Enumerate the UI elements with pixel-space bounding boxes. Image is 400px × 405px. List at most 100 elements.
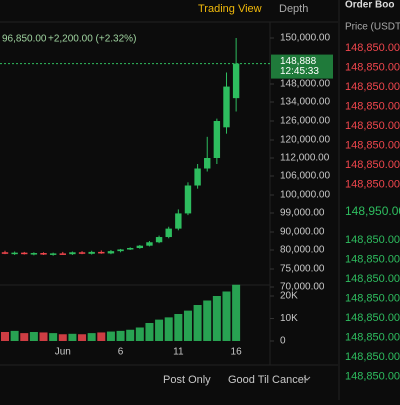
candle-body: [49, 253, 57, 255]
volume-bar: [106, 331, 115, 341]
volume-bar: [39, 332, 48, 341]
ask-price: 148,850.00: [345, 100, 400, 112]
volume-bar: [29, 332, 38, 341]
volume-bar: [20, 333, 29, 341]
volume-bar: [232, 284, 241, 341]
bid-price: 148,850.00: [345, 351, 400, 363]
candle-body: [78, 252, 86, 254]
candle-body: [107, 251, 115, 254]
candle-body: [213, 121, 221, 158]
candle-body: [69, 252, 76, 255]
candle-body: [223, 86, 230, 128]
volume-bar: [155, 319, 164, 341]
chart: 150,000.00 148,000.00 134,000.00 126,000.00…: [0, 33, 333, 358]
ask-price: 148,850.00: [345, 159, 400, 171]
volume-bar: [49, 333, 58, 341]
order-book: 148,850.00 148,850.00 148,850.00 148,850.00…: [345, 42, 400, 383]
volume-bar: [135, 327, 144, 341]
volume-bar: [116, 330, 125, 341]
volume-bar: [174, 314, 183, 341]
candle-body: [88, 251, 95, 254]
candle-body: [98, 251, 105, 254]
bid-price: 148,850.00: [345, 370, 400, 382]
volume-bar: [78, 334, 87, 341]
price: 96,850.00: [2, 34, 47, 45]
volume-bar: [212, 296, 221, 341]
volume-bar: [58, 334, 67, 341]
y-tick-label: 120,000.00: [280, 135, 330, 146]
volume-tick-label: 0: [280, 336, 286, 347]
volume-bar: [145, 323, 154, 341]
volume-tick-label: 10K: [280, 313, 298, 324]
candle-body: [59, 253, 66, 255]
candle-body: [146, 242, 153, 246]
y-tick-label: 134,000.00: [280, 97, 330, 108]
y-tick-label: 148,000.00: [280, 79, 330, 90]
bid-price: 148,850.00: [345, 331, 400, 343]
candle-body: [184, 185, 192, 214]
volume-bar: [1, 332, 9, 341]
candle-body: [175, 213, 182, 229]
candle-body: [232, 63, 240, 99]
tab-depth[interactable]: Depth: [279, 3, 308, 15]
volume-bar: [10, 330, 19, 341]
order-book-title: Order Boo: [345, 0, 394, 11]
bid-price: 148,850.00: [345, 234, 400, 246]
y-tick-label: 106,000.00: [280, 171, 330, 182]
ask-price: 148,850.00: [345, 42, 400, 54]
ask-price: 148,850.00: [345, 61, 400, 73]
y-tick-label: 112,000.00: [280, 153, 330, 164]
candle-body: [126, 248, 134, 250]
x-tick-label: 11: [173, 347, 184, 358]
bid-price: 148,850.00: [345, 273, 400, 285]
ask-price: 148,850.00: [345, 178, 400, 190]
volume-bar: [68, 333, 77, 341]
x-tick-label: 16: [231, 347, 243, 358]
y-tick-label: 80,000.00: [280, 245, 325, 256]
candle-body: [117, 249, 124, 252]
volume-bar: [164, 317, 173, 341]
bid-price: 148,850.00: [345, 292, 400, 304]
x-tick-label: 6: [118, 347, 124, 358]
bid-price: 148,850.00: [345, 312, 400, 324]
candle-body: [194, 168, 201, 186]
volume-bar: [97, 332, 106, 341]
ask-price: 148,850.00: [345, 81, 400, 93]
volume-bar: [126, 329, 135, 341]
volume-bar: [203, 300, 212, 341]
candle-body: [165, 228, 172, 238]
y-tick-label: 70,000.00: [280, 282, 325, 293]
candle-body: [1, 252, 9, 254]
candle-body: [136, 245, 144, 249]
volume-bar: [87, 333, 96, 341]
last-price-tag: [271, 54, 333, 79]
last-price-time: 12:45:33: [280, 66, 319, 77]
volume-bar: [222, 291, 231, 341]
price-change: +2,200.00 (+2.32%): [48, 34, 136, 45]
mid-price: 148,950.00: [345, 204, 400, 218]
tab-trading-view[interactable]: Trading View: [198, 3, 262, 15]
y-tick-label: 150,000.00: [280, 33, 330, 44]
volume-bar: [183, 310, 192, 341]
y-tick-label: 90,000.00: [280, 227, 325, 238]
last-price-label: 148,888: [280, 56, 317, 67]
bid-price: 148,850.00: [345, 253, 400, 265]
candle-body: [21, 252, 28, 255]
candle-body: [155, 237, 163, 243]
ask-price: 148,850.00: [345, 139, 400, 151]
y-tick-label: 100,000.00: [280, 190, 330, 201]
y-tick-label: 126,000.00: [280, 116, 330, 127]
x-tick-label: Jun: [55, 347, 71, 358]
candle-body: [11, 252, 18, 255]
volume-bar: [193, 305, 202, 341]
post-only[interactable]: Post Only: [163, 374, 211, 386]
candle-body: [40, 253, 47, 255]
y-tick-label: 75,000.00: [280, 264, 325, 275]
ask-price: 148,850.00: [345, 120, 400, 132]
volume-tick-label: 20K: [280, 291, 298, 302]
y-tick-label: 99,000.00: [280, 208, 325, 219]
candle-body: [30, 253, 38, 255]
candle-body: [204, 158, 211, 169]
time-in-force[interactable]: Good Til Cancel: [228, 374, 306, 386]
